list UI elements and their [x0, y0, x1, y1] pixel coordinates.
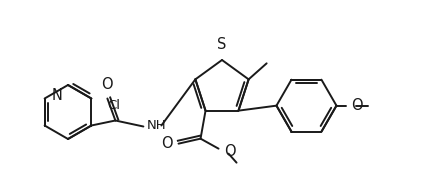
- Text: O: O: [101, 76, 113, 92]
- Text: NH: NH: [146, 119, 166, 132]
- Text: O: O: [225, 144, 236, 159]
- Text: Cl: Cl: [107, 99, 120, 112]
- Text: O: O: [161, 136, 172, 151]
- Text: O: O: [351, 98, 363, 113]
- Text: S: S: [217, 37, 227, 52]
- Text: N: N: [52, 88, 63, 103]
